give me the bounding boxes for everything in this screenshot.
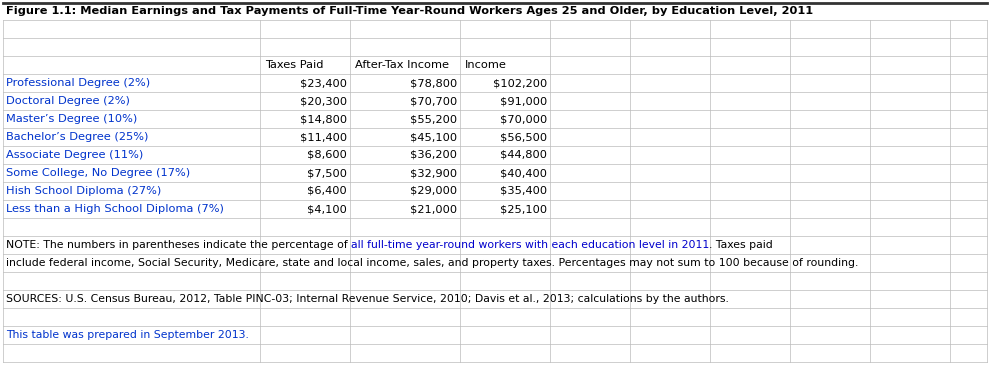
Text: . Taxes paid: . Taxes paid xyxy=(710,240,773,250)
Text: $55,200: $55,200 xyxy=(410,114,457,124)
Text: $23,400: $23,400 xyxy=(300,78,347,88)
Text: Professional Degree (2%): Professional Degree (2%) xyxy=(6,78,150,88)
Text: Master’s Degree (10%): Master’s Degree (10%) xyxy=(6,114,138,124)
Text: Associate Degree (11%): Associate Degree (11%) xyxy=(6,150,144,160)
Text: $45,100: $45,100 xyxy=(410,132,457,142)
Text: $32,900: $32,900 xyxy=(410,168,457,178)
Text: $8,600: $8,600 xyxy=(307,150,347,160)
Text: Taxes Paid: Taxes Paid xyxy=(265,60,324,70)
Text: all full-time year-round workers with each education level in 2011: all full-time year-round workers with ea… xyxy=(351,240,710,250)
Text: $6,400: $6,400 xyxy=(307,186,347,196)
Text: $29,000: $29,000 xyxy=(410,186,457,196)
Text: include federal income, Social Security, Medicare, state and local income, sales: include federal income, Social Security,… xyxy=(6,258,858,268)
Text: $7,500: $7,500 xyxy=(307,168,347,178)
Text: $20,300: $20,300 xyxy=(300,96,347,106)
Text: $25,100: $25,100 xyxy=(500,204,547,214)
Text: $91,000: $91,000 xyxy=(500,96,547,106)
Text: Hish School Diploma (27%): Hish School Diploma (27%) xyxy=(6,186,161,196)
Text: After-Tax Income: After-Tax Income xyxy=(355,60,448,70)
Text: $70,700: $70,700 xyxy=(410,96,457,106)
Text: $11,400: $11,400 xyxy=(300,132,347,142)
Text: $40,400: $40,400 xyxy=(500,168,547,178)
Text: $21,000: $21,000 xyxy=(410,204,457,214)
Text: $36,200: $36,200 xyxy=(410,150,457,160)
Text: SOURCES: U.S. Census Bureau, 2012, Table PINC-03; Internal Revenue Service, 2010: SOURCES: U.S. Census Bureau, 2012, Table… xyxy=(6,294,729,304)
Text: This table was prepared in September 2013.: This table was prepared in September 201… xyxy=(6,330,248,340)
Text: Bachelor’s Degree (25%): Bachelor’s Degree (25%) xyxy=(6,132,148,142)
Text: Less than a High School Diploma (7%): Less than a High School Diploma (7%) xyxy=(6,204,224,214)
Text: $102,200: $102,200 xyxy=(493,78,547,88)
Text: Figure 1.1: Median Earnings and Tax Payments of Full-Time Year-Round Workers Age: Figure 1.1: Median Earnings and Tax Paym… xyxy=(6,7,813,17)
Text: Some College, No Degree (17%): Some College, No Degree (17%) xyxy=(6,168,190,178)
Text: $35,400: $35,400 xyxy=(500,186,547,196)
Text: NOTE: The numbers in parentheses indicate the percentage of: NOTE: The numbers in parentheses indicat… xyxy=(6,240,351,250)
Text: $78,800: $78,800 xyxy=(410,78,457,88)
Text: Income: Income xyxy=(465,60,507,70)
Text: $70,000: $70,000 xyxy=(500,114,547,124)
Text: $14,800: $14,800 xyxy=(300,114,347,124)
Text: Doctoral Degree (2%): Doctoral Degree (2%) xyxy=(6,96,130,106)
Text: $56,500: $56,500 xyxy=(500,132,547,142)
Text: $44,800: $44,800 xyxy=(500,150,547,160)
Text: $4,100: $4,100 xyxy=(307,204,347,214)
